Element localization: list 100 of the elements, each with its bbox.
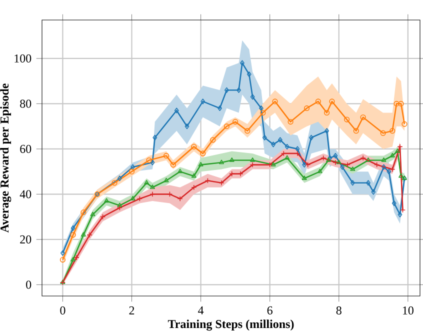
y-tick-label: 100 (14, 54, 32, 63)
x-tick-label: 6 (267, 306, 272, 314)
point (333, 152, 338, 159)
point (309, 134, 314, 140)
point (144, 180, 150, 184)
y-tick-label: 0 (26, 280, 32, 289)
point (390, 152, 395, 158)
point (150, 160, 155, 166)
point (184, 124, 190, 130)
point (200, 150, 206, 156)
x-axis-title: Training Steps (millions) (168, 320, 294, 331)
point (302, 162, 307, 168)
point (353, 128, 359, 134)
point (366, 180, 370, 186)
point (246, 71, 252, 78)
y-axis-title: Average Reward per Episode (0, 84, 12, 233)
point (366, 157, 371, 162)
point (229, 171, 235, 177)
y-tick-label: 40 (20, 190, 32, 198)
point (295, 146, 300, 152)
point (270, 162, 276, 166)
point (288, 119, 294, 125)
point (250, 157, 256, 162)
point (244, 128, 250, 134)
point (344, 162, 350, 168)
y-tick-label: 60 (20, 144, 32, 154)
point (116, 204, 122, 211)
point (130, 164, 135, 170)
point (382, 164, 386, 170)
x-tick-label: 10 (402, 306, 414, 315)
point (152, 134, 158, 140)
point (204, 178, 210, 184)
point (104, 198, 110, 203)
point (178, 168, 183, 174)
point (284, 144, 290, 150)
point (398, 100, 404, 107)
point (163, 152, 170, 159)
point (374, 162, 380, 168)
point (380, 130, 386, 136)
point (232, 119, 238, 125)
point (317, 168, 322, 174)
point (315, 98, 321, 104)
point (340, 164, 345, 170)
point (200, 98, 206, 104)
point (250, 162, 256, 168)
point (324, 110, 330, 116)
point (191, 184, 197, 190)
x-tick-label: 2 (129, 306, 134, 314)
point (191, 144, 197, 150)
point (80, 232, 86, 237)
point (240, 60, 244, 66)
point (146, 157, 152, 164)
point (324, 128, 329, 134)
point (128, 168, 135, 174)
point (198, 162, 204, 166)
x-tick-label: 4 (198, 306, 204, 314)
point (117, 176, 122, 182)
point (90, 212, 96, 216)
point (170, 162, 176, 168)
point (150, 191, 156, 197)
point (350, 180, 355, 186)
point (390, 128, 396, 134)
point (267, 162, 273, 168)
point (250, 94, 255, 100)
point (278, 137, 282, 143)
point (80, 209, 86, 216)
point (130, 196, 136, 200)
point (398, 212, 402, 218)
point (219, 160, 224, 164)
point (350, 166, 356, 171)
point (224, 124, 230, 130)
point (164, 178, 169, 182)
y-tick-label: 20 (20, 235, 32, 244)
point (381, 157, 386, 162)
point (112, 180, 118, 186)
point (271, 142, 276, 148)
point (260, 110, 266, 116)
point (305, 162, 311, 168)
x-tick-label: 0 (60, 306, 66, 315)
point (371, 189, 376, 195)
point (238, 171, 244, 177)
point (86, 232, 92, 238)
point (394, 100, 400, 107)
point (74, 254, 80, 260)
point (332, 160, 338, 166)
point (70, 257, 76, 262)
point (284, 155, 290, 160)
point (336, 160, 342, 164)
y-tick-label: 80 (20, 100, 32, 108)
point (360, 114, 366, 120)
point (386, 168, 392, 174)
point (136, 196, 142, 202)
point (236, 87, 241, 93)
point (320, 155, 326, 161)
point (177, 196, 183, 202)
point (390, 166, 396, 172)
point (302, 176, 307, 180)
point (117, 202, 122, 208)
point (224, 87, 229, 93)
point (398, 173, 404, 178)
